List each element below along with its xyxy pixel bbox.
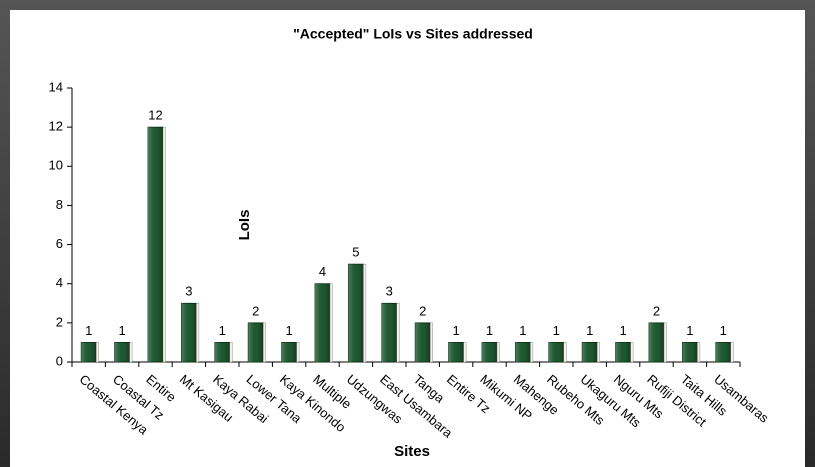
chart-title: "Accepted" LoIs vs Sites addressed bbox=[293, 26, 533, 42]
bar-shade bbox=[381, 303, 397, 362]
data-label: 12 bbox=[148, 108, 162, 123]
data-label: 3 bbox=[185, 284, 192, 299]
y-tick-label: 2 bbox=[56, 314, 63, 329]
bar-highlight bbox=[363, 263, 367, 363]
y-tick-label: 4 bbox=[56, 275, 63, 290]
bar-shade bbox=[582, 342, 598, 362]
bar-highlight bbox=[96, 342, 99, 363]
y-tick-label: 12 bbox=[49, 119, 63, 134]
bar-highlight bbox=[663, 322, 667, 363]
bar-shade bbox=[314, 283, 331, 362]
data-label: 1 bbox=[619, 323, 626, 338]
data-label: 1 bbox=[586, 323, 593, 338]
bar-shade bbox=[548, 342, 564, 362]
data-label: 1 bbox=[85, 323, 92, 338]
bar-highlight bbox=[530, 342, 534, 363]
y-tick-label: 0 bbox=[56, 353, 63, 368]
bar-shade bbox=[181, 303, 197, 362]
y-tick-label: 8 bbox=[56, 197, 63, 212]
bar-shade bbox=[348, 264, 364, 362]
bar-shade bbox=[281, 342, 297, 362]
bar-highlight bbox=[730, 342, 734, 363]
data-label: 2 bbox=[653, 303, 660, 318]
data-label: 5 bbox=[352, 245, 359, 260]
bar-highlight bbox=[463, 342, 467, 363]
data-label: 1 bbox=[452, 323, 459, 338]
bar-highlight bbox=[162, 126, 166, 363]
bar-shade bbox=[81, 342, 97, 362]
bar-highlight bbox=[296, 342, 300, 363]
bar-shade bbox=[515, 342, 531, 362]
bar-shade bbox=[114, 342, 130, 362]
bar-shade bbox=[615, 342, 631, 362]
bar-shade bbox=[214, 342, 230, 362]
bar-highlight bbox=[329, 283, 333, 363]
y-tick-label: 14 bbox=[49, 79, 63, 94]
y-axis-label: LoIs bbox=[236, 210, 253, 241]
chart-background bbox=[10, 10, 805, 467]
bar-shade bbox=[682, 342, 698, 362]
data-label: 1 bbox=[486, 323, 493, 338]
bar-shade bbox=[248, 322, 264, 362]
bar-shade bbox=[147, 127, 164, 363]
bar-highlight bbox=[263, 322, 266, 363]
data-label: 1 bbox=[686, 323, 693, 338]
bar-highlight bbox=[697, 342, 701, 363]
bar-shade bbox=[715, 342, 731, 362]
y-tick-label: 6 bbox=[56, 236, 63, 251]
data-label: 2 bbox=[419, 303, 426, 318]
data-label: 1 bbox=[519, 323, 526, 338]
bar-shade bbox=[415, 322, 431, 362]
bar-shade bbox=[448, 342, 464, 362]
data-label: 1 bbox=[720, 323, 727, 338]
bar-highlight bbox=[563, 342, 567, 363]
bar-highlight bbox=[229, 342, 233, 363]
data-label: 4 bbox=[319, 264, 326, 279]
bar-highlight bbox=[396, 303, 400, 363]
bar-highlight bbox=[630, 342, 634, 363]
data-label: 1 bbox=[118, 323, 125, 338]
bar-highlight bbox=[129, 342, 133, 363]
data-label: 1 bbox=[219, 323, 226, 338]
data-label: 3 bbox=[386, 284, 393, 299]
data-label: 2 bbox=[252, 303, 259, 318]
bar-highlight bbox=[496, 342, 500, 363]
data-label: 1 bbox=[553, 323, 560, 338]
bar-highlight bbox=[196, 303, 200, 363]
bar-shade bbox=[481, 342, 498, 362]
bar-highlight bbox=[597, 342, 600, 363]
y-tick-label: 10 bbox=[49, 158, 63, 173]
bar-highlight bbox=[430, 322, 433, 363]
x-axis-label: Sites bbox=[394, 443, 430, 460]
data-label: 1 bbox=[285, 323, 292, 338]
bar-shade bbox=[648, 322, 665, 362]
